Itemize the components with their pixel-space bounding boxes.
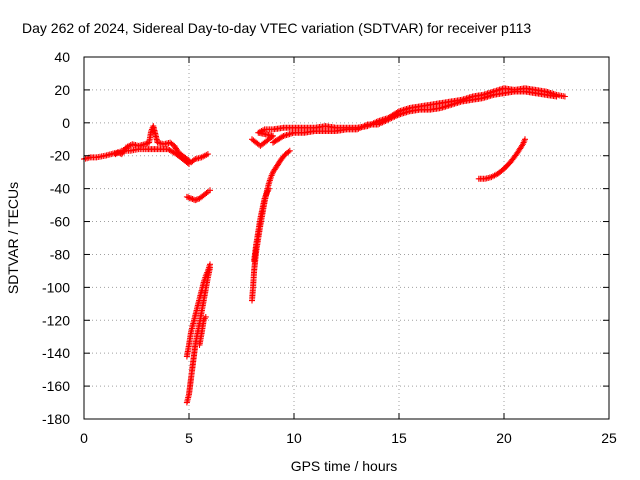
series-steep-trace-b <box>183 261 213 360</box>
y-tick-label: -100 <box>42 279 70 295</box>
x-tick-label: 5 <box>185 430 193 446</box>
x-axis-title: GPS time / hours <box>291 458 398 474</box>
y-tick-label: -160 <box>42 378 70 394</box>
series-midday-lower <box>270 88 560 146</box>
data-point <box>279 133 286 140</box>
data-point <box>553 93 560 100</box>
series-lower-band <box>112 146 192 167</box>
data-point <box>207 187 213 194</box>
tick-layer <box>83 56 610 420</box>
chart-title: Day 262 of 2024, Sidereal Day-to-day VTE… <box>22 20 531 36</box>
data-point <box>519 142 525 149</box>
y-tick-label: -120 <box>42 312 70 328</box>
y-tick-label: -140 <box>42 345 70 361</box>
y-tick-label: -20 <box>50 148 70 164</box>
series-recovery-trace <box>249 147 293 304</box>
x-tick-label: 15 <box>391 430 407 446</box>
grid-layer <box>84 57 609 419</box>
data-point <box>522 136 528 143</box>
data-point <box>264 188 271 195</box>
data-point <box>262 192 269 199</box>
data-point <box>561 93 568 100</box>
y-tick-label: 40 <box>54 49 70 65</box>
data-point <box>285 148 292 155</box>
data-point <box>265 185 272 192</box>
data-point <box>204 151 211 158</box>
data-point <box>262 194 269 201</box>
y-tick-label: -60 <box>50 214 70 230</box>
plot-frame <box>83 56 610 420</box>
series-short-segment <box>183 187 213 204</box>
data-point <box>263 191 270 198</box>
series-early-band <box>81 123 211 166</box>
data-point <box>186 160 192 167</box>
data-point <box>203 190 210 197</box>
data-point <box>184 159 191 166</box>
x-tick-label: 25 <box>601 430 617 446</box>
series-midday-band <box>249 85 568 149</box>
x-tick-label: 0 <box>80 430 88 446</box>
y-tick-label: -180 <box>42 411 70 427</box>
data-point <box>202 313 209 320</box>
tick-label-layer: 0 5 10 15 20 25 -180 -160 -140 -120 -100 -80 -60 -40 -… <box>42 49 617 446</box>
data-point <box>261 195 268 202</box>
series-steep-trace-c <box>196 313 209 348</box>
data-point <box>286 147 293 154</box>
series-evening-trace <box>475 136 528 182</box>
y-axis-title: SDTVAR / TECUs <box>5 182 21 294</box>
y-tick-label: 20 <box>54 82 70 98</box>
data-point <box>265 187 272 194</box>
y-tick-label: 0 <box>62 115 70 131</box>
y-tick-label: -40 <box>50 181 70 197</box>
x-tick-label: 10 <box>286 430 302 446</box>
data-point <box>207 261 213 268</box>
y-tick-label: -80 <box>50 246 70 262</box>
data-layer <box>81 85 568 406</box>
x-tick-label: 20 <box>496 430 512 446</box>
data-point <box>264 189 270 196</box>
series-recovery-trace-b <box>251 185 272 265</box>
